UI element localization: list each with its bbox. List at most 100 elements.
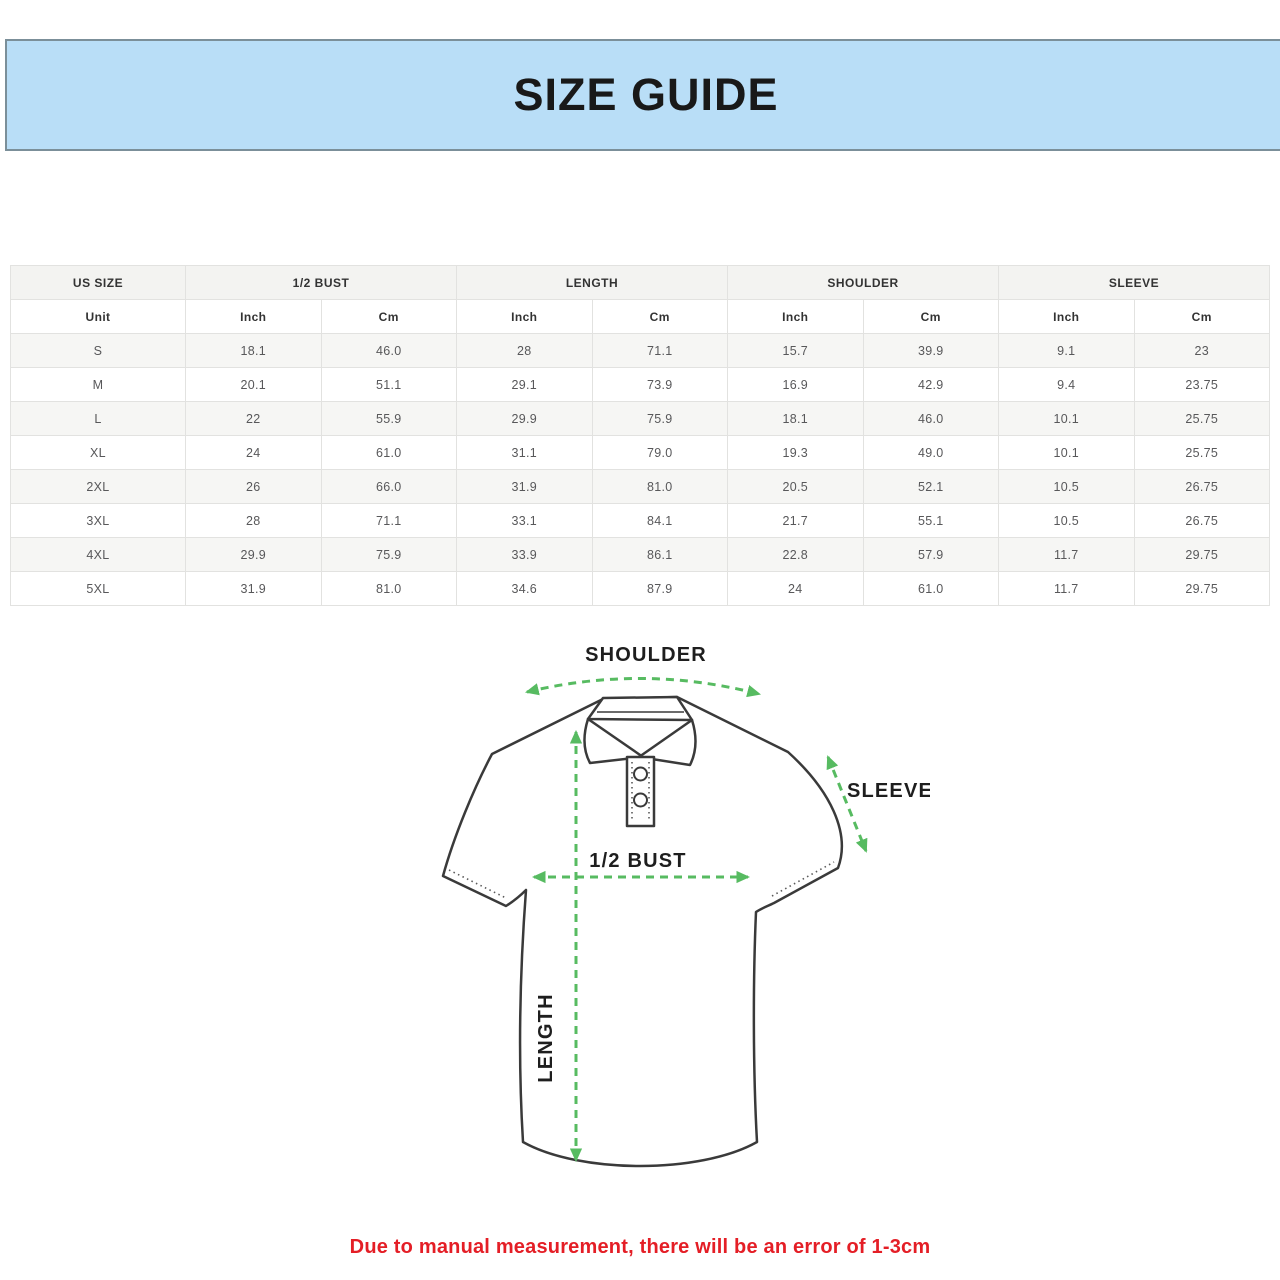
col-group-us-size: US SIZE (10, 265, 186, 300)
measure-cell: 21.7 (727, 503, 864, 538)
measure-cell: 25.75 (1133, 401, 1270, 436)
bust-label: 1/2 BUST (589, 850, 686, 872)
measure-cell: 55.1 (862, 503, 999, 538)
measure-cell: 52.1 (862, 469, 999, 504)
polo-measurement-diagram: SHOULDER SLEEVE 1/2 BUST LENGTH (441, 644, 930, 1168)
measure-cell: 33.9 (456, 537, 593, 572)
unit-cell: Cm (1133, 299, 1270, 334)
measure-cell: 81.0 (320, 571, 457, 606)
measure-cell: 19.3 (727, 435, 864, 470)
measure-cell: 39.9 (862, 333, 999, 368)
measure-cell: 71.1 (320, 503, 457, 538)
measure-cell: 75.9 (591, 401, 728, 436)
measure-cell: 73.9 (591, 367, 728, 402)
measure-cell: 31.9 (456, 469, 593, 504)
size-row-m: M 20.1 51.1 29.1 73.9 16.9 42.9 9.4 23.75 (10, 367, 1270, 402)
size-label: 5XL (10, 571, 186, 606)
measure-cell: 23 (1133, 333, 1270, 368)
col-group-sleeve: SLEEVE (998, 265, 1270, 300)
measure-cell: 29.9 (185, 537, 322, 572)
button-bottom (633, 792, 648, 808)
measure-cell: 55.9 (320, 401, 457, 436)
measure-cell: 11.7 (998, 571, 1135, 606)
measure-cell: 33.1 (456, 503, 593, 538)
measure-cell: 26.75 (1133, 469, 1270, 504)
measure-cell: 29.75 (1133, 571, 1270, 606)
measure-cell: 9.4 (998, 367, 1135, 402)
size-row-4xl: 4XL 29.9 75.9 33.9 86.1 22.8 57.9 11.7 29.75 (10, 537, 1270, 572)
measure-cell: 71.1 (591, 333, 728, 368)
measure-cell: 28 (185, 503, 322, 538)
measure-cell: 18.1 (185, 333, 322, 368)
measure-cell: 22 (185, 401, 322, 436)
page-title: SIZE GUIDE (513, 69, 779, 120)
length-label: LENGTH (535, 993, 557, 1082)
measure-cell: 29.75 (1133, 537, 1270, 572)
unit-cell: Inch (998, 299, 1135, 334)
measure-cell: 51.1 (320, 367, 457, 402)
size-label: S (10, 333, 186, 368)
measure-cell: 10.5 (998, 469, 1135, 504)
size-label: M (10, 367, 186, 402)
measure-cell: 84.1 (591, 503, 728, 538)
shoulder-label: SHOULDER (585, 644, 707, 666)
size-label: 3XL (10, 503, 186, 538)
unit-cell: Inch (185, 299, 322, 334)
polo-shirt-outline (441, 695, 843, 1168)
measure-cell: 25.75 (1133, 435, 1270, 470)
size-row-3xl: 3XL 28 71.1 33.1 84.1 21.7 55.1 10.5 26.75 (10, 503, 1270, 538)
measure-cell: 11.7 (998, 537, 1135, 572)
measure-cell: 28 (456, 333, 593, 368)
shoulder-arrow (524, 677, 762, 698)
button-top (633, 766, 648, 782)
measure-cell: 75.9 (320, 537, 457, 572)
measure-cell: 46.0 (862, 401, 999, 436)
size-label: 2XL (10, 469, 186, 504)
measure-cell: 24 (185, 435, 322, 470)
unit-cell: Cm (320, 299, 457, 334)
unit-header-cell: Unit (10, 299, 186, 334)
measure-cell: 34.6 (456, 571, 593, 606)
size-row-2xl: 2XL 26 66.0 31.9 81.0 20.5 52.1 10.5 26.75 (10, 469, 1270, 504)
measure-cell: 26.75 (1133, 503, 1270, 538)
collar-band (586, 695, 694, 722)
measure-cell: 31.9 (185, 571, 322, 606)
sleeve-arrow (826, 755, 868, 853)
size-table-body: S 18.1 46.0 28 71.1 15.7 39.9 9.1 23 M 20.1 51.1 29.… (10, 333, 1270, 606)
measure-cell: 22.8 (727, 537, 864, 572)
measure-cell: 57.9 (862, 537, 999, 572)
measure-cell: 16.9 (727, 367, 864, 402)
measure-cell: 87.9 (591, 571, 728, 606)
measure-cell: 20.1 (185, 367, 322, 402)
size-label: XL (10, 435, 186, 470)
measure-cell: 42.9 (862, 367, 999, 402)
stitch-lines (448, 762, 835, 899)
measure-cell: 66.0 (320, 469, 457, 504)
sleeve-label: SLEEVE (847, 780, 930, 802)
collar-right-flap (637, 718, 697, 767)
measure-cell: 61.0 (862, 571, 999, 606)
size-chart-table: US SIZE 1/2 BUST LENGTH SHOULDER SLEEVE Unit I… (10, 265, 1270, 606)
unit-cell: Inch (456, 299, 593, 334)
measure-cell: 79.0 (591, 435, 728, 470)
measure-cell: 86.1 (591, 537, 728, 572)
measure-cell: 81.0 (591, 469, 728, 504)
col-group-length: LENGTH (456, 265, 728, 300)
size-row-xl: XL 24 61.0 31.1 79.0 19.3 49.0 10.1 25.75 (10, 435, 1270, 470)
measurement-arrows (524, 677, 868, 1163)
measure-cell: 26 (185, 469, 322, 504)
measure-cell: 9.1 (998, 333, 1135, 368)
size-row-l: L 22 55.9 29.9 75.9 18.1 46.0 10.1 25.75 (10, 401, 1270, 436)
measurement-disclaimer: Due to manual measurement, there will be… (349, 1236, 931, 1258)
unit-cell: Cm (591, 299, 728, 334)
size-row-5xl: 5XL 31.9 81.0 34.6 87.9 24 61.0 11.7 29.75 (10, 571, 1270, 606)
measure-cell: 15.7 (727, 333, 864, 368)
measure-cell: 24 (727, 571, 864, 606)
measure-cell: 29.9 (456, 401, 593, 436)
col-group-shoulder: SHOULDER (727, 265, 999, 300)
measure-cell: 31.1 (456, 435, 593, 470)
size-row-s: S 18.1 46.0 28 71.1 15.7 39.9 9.1 23 (10, 333, 1270, 368)
measure-cell: 46.0 (320, 333, 457, 368)
measure-cell: 10.5 (998, 503, 1135, 538)
measure-cell: 61.0 (320, 435, 457, 470)
